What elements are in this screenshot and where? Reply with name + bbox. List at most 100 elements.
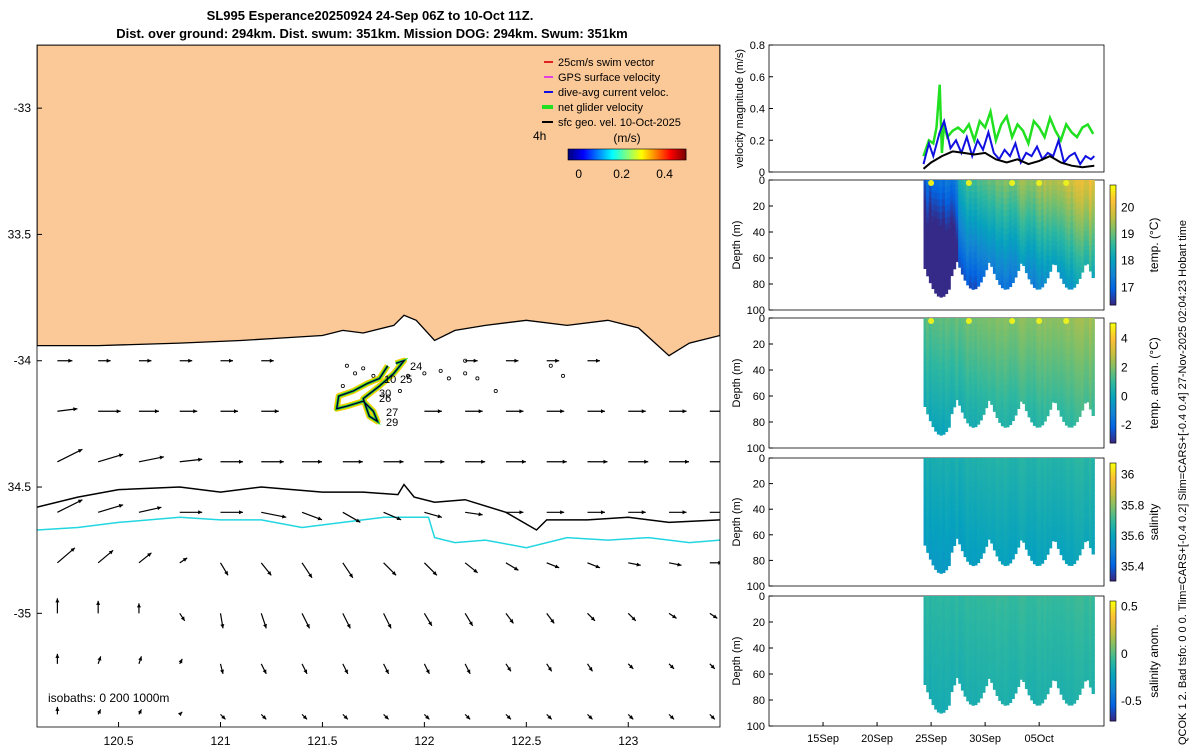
section-cell — [982, 547, 985, 553]
current-arrow — [220, 510, 243, 514]
current-arrow-head — [55, 707, 59, 711]
current-arrow-head — [438, 409, 442, 413]
section-y-label: Depth (m) — [731, 359, 743, 408]
section-cell — [950, 686, 953, 692]
map-y-tick-label: -33 — [14, 101, 32, 115]
island — [341, 384, 344, 387]
section-cell — [1092, 202, 1095, 208]
surface-marker — [1063, 318, 1069, 324]
colorbar-tick-label: 0.4 — [656, 167, 673, 181]
colorbar-cell — [1110, 242, 1116, 245]
current-arrow — [628, 510, 646, 514]
section-cell — [1092, 196, 1095, 202]
current-arrow-head — [55, 598, 59, 602]
current-arrow — [138, 656, 142, 664]
surface-marker — [1009, 318, 1015, 324]
colorbar-cell — [1110, 191, 1116, 194]
section-cell — [1092, 245, 1095, 251]
current-arrow — [506, 563, 518, 571]
section-cell — [1092, 361, 1095, 367]
section-cell — [948, 283, 951, 290]
section-cell — [953, 264, 956, 270]
current-arrow-head — [644, 460, 648, 464]
current-arrow-head — [270, 359, 274, 363]
section-cell — [1092, 383, 1095, 389]
current-arrow — [547, 460, 567, 464]
section-cell — [948, 553, 951, 560]
section-cell — [1046, 410, 1049, 416]
current-arrow-head — [400, 460, 404, 464]
section-cell — [1017, 681, 1020, 687]
colorbar-cell — [1110, 419, 1116, 422]
section-cell — [950, 270, 953, 276]
current-arrow — [547, 359, 560, 363]
section-cell — [950, 408, 953, 414]
current-arrow-head — [239, 510, 243, 514]
colorbar-label: salinity — [1147, 504, 1161, 541]
velocity-y-tick-label: 0.2 — [750, 135, 765, 147]
section-cell — [1049, 266, 1052, 272]
current-arrow — [547, 714, 552, 719]
section-cell — [1092, 511, 1095, 517]
current-arrow-head — [685, 460, 689, 464]
section-cell — [1078, 549, 1081, 555]
colorbar-cell — [1110, 341, 1116, 344]
colorbar-cell — [1110, 326, 1116, 329]
section-cell — [948, 421, 951, 428]
colorbar-cell — [1110, 218, 1116, 221]
map-x-tick-label: 122.5 — [511, 734, 541, 748]
surface-marker — [966, 180, 972, 186]
section-cell — [982, 409, 985, 415]
colorbar-cell — [1110, 338, 1116, 341]
current-arrow — [547, 664, 552, 672]
colorbar-cell — [1110, 365, 1116, 368]
current-arrow — [669, 409, 687, 413]
current-arrow — [465, 664, 470, 674]
section-cell — [1092, 191, 1095, 197]
section-cell — [1092, 538, 1095, 544]
island — [362, 367, 365, 370]
section-cell — [982, 271, 985, 277]
current-arrow — [98, 409, 121, 413]
current-arrow-head — [560, 510, 564, 514]
current-arrow — [180, 409, 198, 413]
colorbar-cell — [1110, 434, 1116, 437]
colorbar-cell — [1110, 389, 1116, 392]
section-cell — [1092, 267, 1095, 273]
section-cell — [1092, 223, 1095, 229]
side-info-text: QCOK 1 2. Bad tsfo: 0 0 0. Tlim=CARS+[-0… — [1177, 220, 1189, 745]
section-cell — [1017, 403, 1020, 409]
island — [464, 372, 467, 375]
section-cell — [1092, 495, 1095, 501]
colorbar-cell — [1110, 221, 1116, 224]
section-cell — [1092, 485, 1095, 491]
current-arrow-head — [137, 603, 141, 607]
section-cell — [953, 541, 956, 546]
colorbar-cell — [1110, 560, 1116, 563]
colorbar-cell — [1110, 463, 1116, 466]
isobath-200m-line — [37, 485, 720, 531]
current-arrow-head — [642, 409, 646, 413]
current-arrow — [220, 563, 228, 576]
current-arrow — [547, 510, 565, 514]
colorbar-tick-label: 0.2 — [613, 167, 630, 181]
current-arrow — [302, 563, 312, 578]
current-arrow — [669, 563, 682, 567]
current-arrow — [139, 506, 162, 512]
section-cell — [1092, 180, 1095, 186]
current-arrow — [424, 664, 429, 674]
current-arrow — [261, 714, 266, 719]
colorbar-cell — [1110, 356, 1116, 359]
colorbar-cell — [1110, 475, 1116, 478]
isobath-note: isobaths: 0 200 1000m — [48, 691, 169, 705]
current-arrow-head — [601, 409, 605, 413]
current-arrow — [465, 409, 483, 413]
colorbar-cell — [1110, 185, 1116, 188]
section-cell — [1012, 553, 1015, 559]
current-arrow — [55, 707, 59, 715]
current-arrow — [220, 664, 224, 674]
colorbar-tick-label: 35.4 — [1121, 560, 1145, 574]
colorbar-tick-label: 18 — [1121, 254, 1135, 268]
colorbar-cell — [1110, 209, 1116, 212]
current-arrow — [220, 359, 233, 363]
